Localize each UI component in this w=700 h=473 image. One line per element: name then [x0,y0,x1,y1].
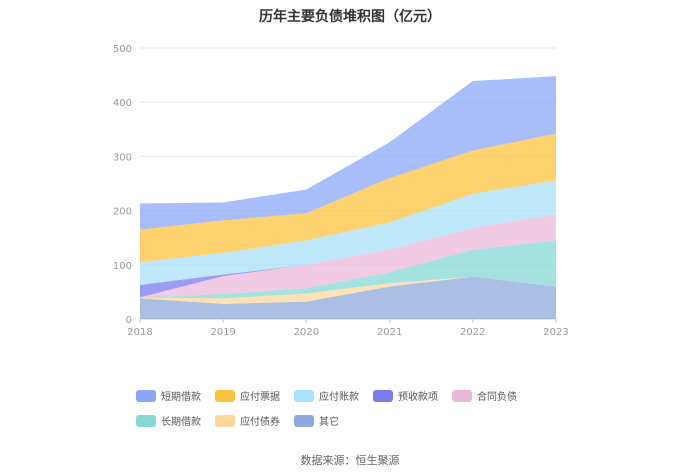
area-series-7 [140,76,556,230]
x-tick-label: 2021 [377,327,402,338]
y-tick-label: 0 [126,315,132,326]
legend: 短期借款 应付票据 应付账款 预收款项 合同负债长期借款 应付债券 其它 [136,388,576,428]
legend-label: 长期借款 [161,417,201,428]
area-series-0 [140,276,556,319]
area-series-2 [140,240,556,299]
legend-item[interactable]: 短期借款 [136,388,201,403]
legend-label: 短期借款 [161,392,201,403]
legend-item[interactable]: 应付债券 [215,413,280,428]
chart-title: 历年主要负债堆积图（亿元） [259,8,441,25]
legend-swatch [136,389,156,402]
y-tick-label: 500 [113,44,132,55]
area-series-5 [140,180,556,285]
legend-item[interactable]: 应付账款 [294,388,359,403]
legend-swatch [136,414,156,427]
legend-swatch [373,389,393,402]
x-tick-label: 2023 [543,327,568,338]
legend-swatch [215,389,235,402]
legend-item[interactable]: 长期借款 [136,413,201,428]
legend-label: 应付债券 [240,417,280,428]
legend-swatch [215,414,235,427]
legend-item[interactable]: 合同负债 [452,388,517,403]
area-series-1 [140,276,556,304]
data-source-note: 数据来源：恒生聚源 [300,454,400,467]
x-tick-label: 2019 [210,327,235,338]
legend-swatch [294,389,314,402]
legend-item[interactable]: 预收款项 [373,388,438,403]
y-tick-label: 100 [113,261,132,272]
area-series-6 [140,133,556,263]
legend-item[interactable]: 其它 [294,413,339,428]
legend-item[interactable]: 应付票据 [215,388,280,403]
legend-label: 其它 [319,417,339,428]
legend-swatch [294,414,314,427]
legend-swatch [452,389,472,402]
legend-label: 预收款项 [398,392,438,403]
y-tick-label: 300 [113,152,132,163]
legend-label: 应付账款 [319,392,359,403]
legend-label: 应付票据 [240,392,280,403]
x-tick-label: 2022 [460,327,485,338]
x-tick-label: 2018 [127,327,152,338]
y-tick-label: 400 [113,98,132,109]
y-tick-label: 200 [113,207,132,218]
legend-label: 合同负债 [477,392,517,403]
area-series-3 [140,214,556,298]
x-tick-label: 2020 [294,327,319,338]
